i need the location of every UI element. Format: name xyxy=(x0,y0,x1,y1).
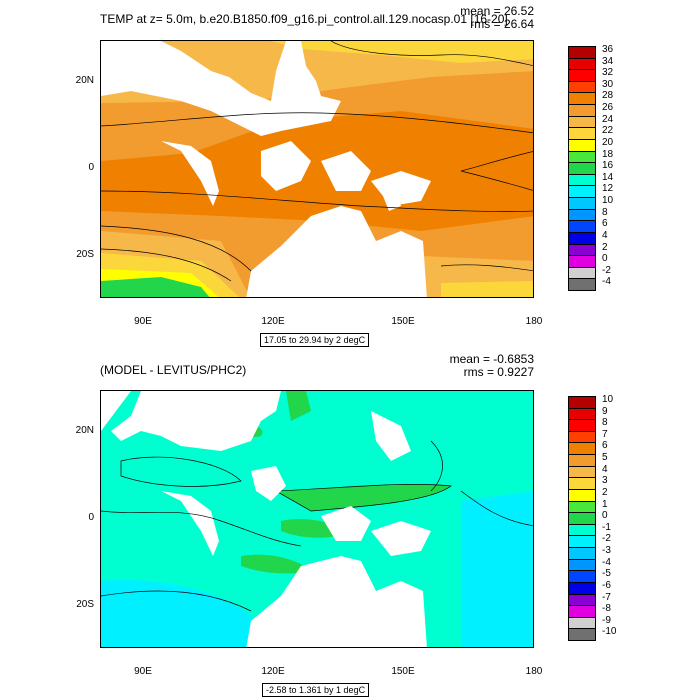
colorbar-label: 2 xyxy=(602,241,608,253)
colorbar-swatch xyxy=(568,278,596,291)
colorbar-label: 36 xyxy=(602,44,614,55)
rms-label: rms = 26.64 xyxy=(470,17,534,31)
colorbar-label: 10 xyxy=(602,394,614,405)
contour-range-label: 17.05 to 29.94 by 2 degC xyxy=(260,333,370,347)
colorbar-label: 20 xyxy=(602,136,614,148)
ytick-label: 20N xyxy=(75,75,94,86)
colorbar-label: -2 xyxy=(602,264,611,276)
colorbar-label: -5 xyxy=(602,568,611,580)
colorbar-label: 18 xyxy=(602,148,614,160)
colorbar-label: -8 xyxy=(602,603,611,615)
colorbar-label: 1 xyxy=(602,498,608,510)
ytick-label: 20N xyxy=(75,425,94,436)
mean-label: mean = 26.52 xyxy=(460,4,534,18)
colorbar-label: -9 xyxy=(602,614,611,626)
colorbar-label: 4 xyxy=(602,229,608,241)
colorbar-swatch xyxy=(568,628,596,641)
temp-map-svg xyxy=(101,41,533,297)
colorbar-label: -1 xyxy=(602,521,611,533)
colorbar-label: 12 xyxy=(602,183,614,195)
colorbar-label: 3 xyxy=(602,475,608,487)
colorbar-label: -7 xyxy=(602,591,611,603)
colorbar-label: -4 xyxy=(602,276,611,288)
ytick-label: 0 xyxy=(88,162,94,173)
colorbar-label: 24 xyxy=(602,113,614,125)
ytick-label: 0 xyxy=(88,512,94,523)
colorbar-label: 16 xyxy=(602,160,614,172)
colorbar-label: -3 xyxy=(602,545,611,557)
contour-range-label: -2.58 to 1.361 by 1 degC xyxy=(262,683,370,697)
xtick-label: 120E xyxy=(261,666,285,677)
rms-label: rms = 0.9227 xyxy=(463,365,534,379)
difference-panel: (MODEL - LEVITUS/PHC2) mean = -0.6853 rm… xyxy=(0,350,700,700)
xtick-label: 90E xyxy=(134,316,152,327)
colorbar-label: -4 xyxy=(602,556,611,568)
colorbar-label: 6 xyxy=(602,440,608,452)
colorbar-label: 14 xyxy=(602,171,614,183)
xtick-label: 150E xyxy=(391,316,415,327)
colorbar-label: 2 xyxy=(602,486,608,498)
xtick-label: 180 xyxy=(525,316,543,327)
xtick-label: 180 xyxy=(525,666,543,677)
colorbar-label: 5 xyxy=(602,452,608,464)
panel-title: TEMP at z= 5.0m, b.e20.B1850.f09_g16.pi_… xyxy=(100,12,508,26)
colorbar-label: 26 xyxy=(602,102,614,114)
colorbar-label: -10 xyxy=(602,626,617,638)
panel-title: (MODEL - LEVITUS/PHC2) xyxy=(100,363,247,377)
colorbar-label: 8 xyxy=(602,417,608,429)
diff-map-svg xyxy=(101,391,533,647)
map-area xyxy=(100,390,534,648)
colorbar-label: 22 xyxy=(602,125,614,137)
colorbar-label: 7 xyxy=(602,428,608,440)
colorbar-label: 4 xyxy=(602,463,608,475)
colorbar xyxy=(568,46,596,291)
colorbar-label: 28 xyxy=(602,90,614,102)
colorbar-label: -6 xyxy=(602,579,611,591)
colorbar-label: 8 xyxy=(602,206,608,218)
colorbar-label: 10 xyxy=(602,195,614,207)
colorbar xyxy=(568,396,596,641)
colorbar-label: 0 xyxy=(602,510,608,522)
xtick-label: 90E xyxy=(134,666,152,677)
colorbar-label: 6 xyxy=(602,218,608,230)
xtick-label: 120E xyxy=(261,316,285,327)
ytick-label: 20S xyxy=(76,599,94,610)
colorbar-label: 0 xyxy=(602,253,608,265)
map-area xyxy=(100,40,534,298)
colorbar-label: -2 xyxy=(602,533,611,545)
colorbar-label: 9 xyxy=(602,405,608,417)
colorbar-label: 32 xyxy=(602,67,614,79)
xtick-label: 150E xyxy=(391,666,415,677)
temp-panel: TEMP at z= 5.0m, b.e20.B1850.f09_g16.pi_… xyxy=(75,4,614,347)
colorbar-label: 30 xyxy=(602,78,614,90)
colorbar-label: 34 xyxy=(602,55,614,67)
mean-label: mean = -0.6853 xyxy=(449,352,534,366)
ytick-label: 20S xyxy=(76,249,94,260)
